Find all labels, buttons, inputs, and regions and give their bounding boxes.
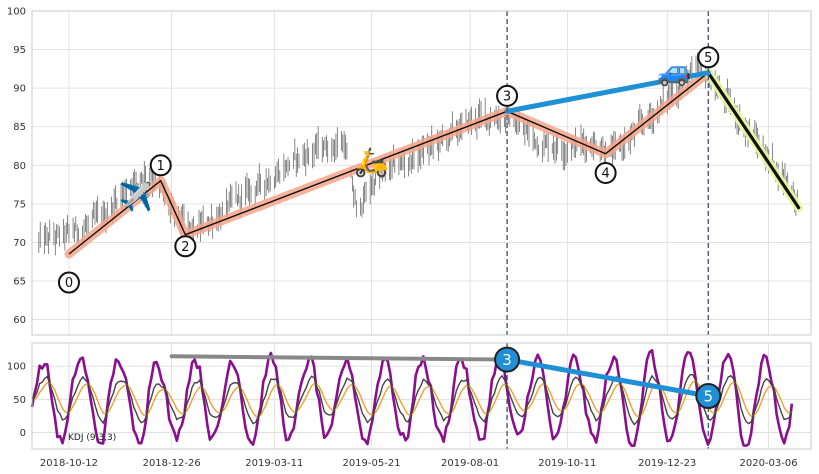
price-ytick-label: 70	[13, 238, 26, 249]
wave-label: 1	[157, 159, 165, 174]
scooter-icon: 🛵	[354, 145, 389, 178]
kdj-indicator-label: KDJ (9,3,3)	[68, 433, 116, 443]
kdj-divergence-blue	[504, 357, 711, 399]
xtick-label: 2019-05-21	[342, 458, 400, 469]
price-ytick-label: 80	[13, 161, 26, 172]
price-panel-grid	[32, 10, 811, 335]
wave-label-circle	[697, 46, 720, 69]
xtick-label: 2019-12-23	[638, 458, 696, 469]
wave-label-circle	[57, 271, 80, 294]
xtick-label: 2020-03-06	[739, 458, 797, 469]
price-ytick-label: 90	[13, 84, 26, 95]
kdj-marker-label: 3	[502, 351, 512, 369]
wave-label: 4	[601, 167, 609, 182]
price-ytick-label: 85	[13, 122, 26, 133]
price-ytick-label: 75	[13, 199, 26, 210]
kdj-overlay: 35	[169, 346, 722, 409]
xtick-label: 2019-08-01	[441, 458, 499, 469]
xtick-label: 2019-10-11	[538, 458, 596, 469]
price-panel-frame	[31, 10, 812, 336]
airplane-icon: ✈️	[119, 179, 154, 213]
kdj-ytick-label: 0	[20, 428, 26, 439]
price-ytick-label: 95	[13, 45, 26, 56]
kdj-ytick-label: 50	[13, 395, 26, 406]
price-ytick-label: 60	[13, 315, 26, 326]
final-wave-line	[706, 71, 801, 210]
wave-label: 5	[704, 51, 712, 66]
wave-label-circle	[496, 84, 519, 107]
kdj-series-j	[30, 349, 794, 447]
kdj-series	[30, 349, 794, 447]
price-ytick-label: 100	[7, 7, 26, 18]
kdj-series-k	[31, 373, 793, 426]
kdj-panel-frame	[31, 342, 812, 450]
xtick-label: 2019-03-11	[245, 458, 303, 469]
price-ytick-label: 65	[13, 277, 26, 288]
wave-label-circle	[594, 162, 617, 184]
trend-line	[504, 70, 711, 114]
kdj-marker-circle	[494, 346, 521, 373]
wave-label: 3	[503, 89, 511, 104]
xtick-label: 2018-10-12	[40, 458, 98, 469]
wave-label-circle	[149, 154, 172, 177]
wave-label: 2	[181, 240, 189, 255]
wave-label: 0	[65, 276, 73, 291]
xtick-label: 2018-12-26	[143, 458, 201, 469]
kdj-ytick-label: 100	[7, 362, 26, 373]
kdj-divergence-gray	[169, 354, 510, 362]
wave-label-circle	[174, 235, 197, 258]
car-icon: 🚙	[657, 54, 692, 87]
wave-line	[68, 72, 709, 255]
kdj-marker-label: 5	[704, 388, 714, 406]
kdj-marker-circle	[695, 383, 722, 409]
